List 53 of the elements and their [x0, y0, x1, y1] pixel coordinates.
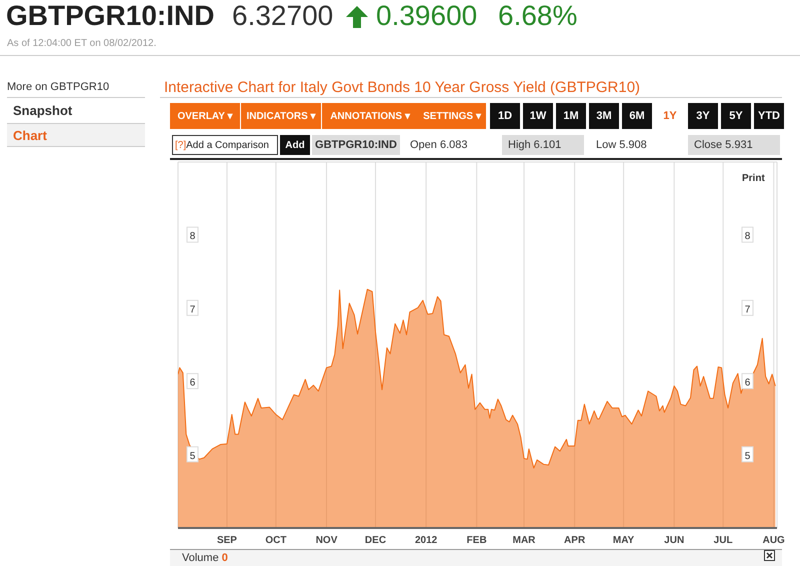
y-tick-label: 7 — [190, 304, 196, 316]
x-tick-label: AUG — [762, 535, 786, 546]
x-tick-label: SEP — [216, 535, 238, 546]
y-tick-label: 5 — [190, 450, 196, 462]
text: 6.68% — [498, 0, 578, 31]
text: Snapshot — [13, 103, 72, 118]
text: SETTINGS ▾ — [423, 110, 481, 122]
text: 1D — [498, 110, 512, 122]
text: Add a Comparison — [186, 140, 269, 150]
x-tick-label: JUL — [714, 535, 733, 546]
text: 0 — [222, 552, 228, 564]
x-tick-label: APR — [564, 535, 586, 546]
text: 1W — [530, 110, 546, 122]
text: 1Y — [663, 110, 677, 122]
text: 3Y — [696, 110, 710, 122]
text: ANNOTATIONS ▾ — [330, 110, 410, 122]
x-tick-label: DEC — [364, 535, 386, 546]
text: 3M — [596, 110, 612, 122]
x-tick-label: NOV — [316, 535, 338, 546]
chart-title: Interactive Chart for Italy Govt Bonds 10 Year Gross Yield (GBTPGR10) — [164, 79, 640, 96]
text: YTD — [758, 110, 780, 122]
text: 6M — [629, 110, 645, 122]
x-tick-label: OCT — [265, 535, 286, 546]
x-tick-label: MAY — [612, 535, 635, 546]
y-tick-label: 8 — [190, 231, 196, 242]
text: Volume — [182, 552, 219, 564]
y2-tick-label: 5 — [744, 450, 751, 462]
y2-tick-label: 7 — [744, 304, 751, 316]
text: GBTPGR10:IND — [6, 0, 214, 31]
x-tick-label: 2012 — [414, 535, 438, 546]
text: Close 5.931 — [694, 139, 753, 151]
x-tick-label: JUN — [664, 535, 684, 546]
x-tick-label: FEB — [466, 535, 487, 546]
text: As of 12:04:00 ET on 08/02/2012. — [7, 38, 156, 49]
text: GBTPGR10:IND — [315, 139, 397, 151]
text: 5Y — [729, 110, 743, 122]
text: More on GBTPGR10 — [7, 81, 110, 93]
x-tick-label: MAR — [512, 535, 536, 546]
text: 0.39600 — [376, 0, 478, 31]
text: Chart — [13, 128, 47, 143]
y2-tick-label: 6 — [744, 378, 751, 389]
text: INDICATORS ▾ — [246, 110, 316, 122]
text: Add — [285, 140, 305, 150]
y2-tick-label: 8 — [744, 231, 751, 242]
text: Open 6.083 — [410, 139, 468, 151]
text: [?] — [175, 140, 186, 150]
text: 6.32700 — [232, 0, 334, 31]
text: OVERLAY ▾ — [177, 110, 233, 122]
text: High 6.101 — [508, 139, 562, 151]
y-tick-label: 6 — [190, 378, 196, 389]
annotation: Print — [742, 173, 765, 184]
text: 1M — [563, 110, 579, 122]
text: Low 5.908 — [596, 139, 647, 151]
